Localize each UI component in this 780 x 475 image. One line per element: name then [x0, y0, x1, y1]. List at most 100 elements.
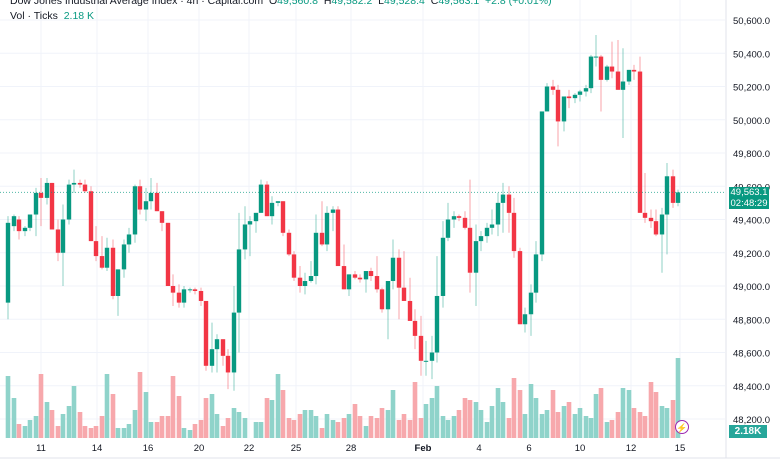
volume-bar: [159, 416, 165, 438]
volume-bar: [484, 422, 490, 438]
candle: [620, 48, 626, 139]
candle: [615, 39, 621, 90]
time-axis-label: 14: [92, 443, 103, 454]
candle: [379, 287, 385, 313]
candle: [44, 177, 50, 205]
volume-bar: [550, 390, 556, 438]
candle: [319, 201, 325, 247]
candle: [324, 206, 330, 252]
time-axis-label: 25: [291, 443, 302, 454]
candle: [159, 211, 165, 232]
candle: [236, 212, 242, 353]
candle: [670, 169, 676, 208]
candle: [148, 177, 154, 210]
time-axis-label: 4: [476, 443, 481, 454]
volume-indicator-label[interactable]: Vol · Ticks: [10, 10, 58, 22]
volume-bar: [489, 406, 495, 438]
candle: [566, 89, 572, 109]
volume-bar: [280, 390, 286, 438]
volume-bar: [137, 372, 143, 438]
volume-bar: [313, 416, 319, 438]
volume-bar: [659, 406, 665, 438]
volume-bar: [637, 412, 643, 438]
candle: [489, 209, 495, 235]
volume-bar: [5, 376, 11, 438]
volume-bar: [533, 398, 539, 438]
candle: [66, 179, 72, 225]
candle: [642, 172, 648, 223]
candle: [407, 277, 413, 321]
candle: [275, 201, 281, 207]
symbol-title[interactable]: Dow Jones Industrial Average Index · 4h …: [10, 0, 264, 7]
candle: [82, 179, 88, 193]
volume-bar: [407, 420, 413, 438]
bar-countdown: 02:48:29: [730, 197, 768, 209]
volume-bar: [143, 392, 149, 438]
candle: [440, 221, 446, 308]
candle: [126, 227, 132, 253]
candle: [231, 286, 237, 391]
price-axis-label: 50,000.0: [733, 116, 770, 127]
volume-bar: [456, 410, 462, 438]
volume-bar: [664, 408, 670, 438]
lightning-icon[interactable]: ⚡: [675, 420, 689, 434]
volume-bar: [495, 388, 501, 438]
candle: [637, 56, 643, 213]
volume-bar: [38, 374, 44, 438]
candle: [572, 93, 578, 104]
volume-bar: [132, 410, 138, 438]
volume-bar: [335, 422, 341, 438]
volume-bar: [604, 422, 610, 438]
candle: [561, 96, 567, 132]
candle: [27, 214, 33, 232]
candle: [264, 181, 270, 217]
volume-bar: [121, 428, 127, 438]
candle: [539, 111, 545, 262]
candle: [115, 269, 121, 316]
volume-bar: [324, 414, 330, 438]
candle: [308, 261, 314, 283]
candle: [88, 186, 94, 242]
candle: [357, 274, 363, 283]
candle: [456, 214, 462, 222]
volume-bar: [423, 404, 429, 438]
volume-bar: [517, 390, 523, 438]
time-axis-label: 20: [194, 443, 205, 454]
volume-bar: [620, 388, 626, 438]
candle: [401, 251, 407, 301]
volume-bar: [341, 418, 347, 438]
volume-bar: [379, 408, 385, 438]
volume-bar: [418, 418, 424, 438]
candle: [462, 211, 468, 230]
candle: [286, 229, 292, 257]
volume-bar: [511, 378, 517, 438]
volume-bar: [170, 376, 176, 438]
candle: [588, 54, 594, 94]
volume-bar: [60, 414, 66, 438]
candle: [445, 202, 451, 242]
candle: [368, 267, 374, 282]
price-axis-label: 50,200.0: [733, 83, 770, 94]
volume-bar: [220, 426, 226, 438]
candle: [110, 239, 116, 300]
volume-bar: [593, 394, 599, 438]
candle: [192, 287, 198, 295]
candle: [374, 256, 380, 293]
volume-bar: [462, 398, 468, 438]
price-axis-label: 48,400.0: [733, 382, 770, 393]
open-value: 49,560.8: [277, 0, 318, 7]
time-axis-label: 10: [575, 443, 586, 454]
candle: [423, 340, 429, 376]
candle: [363, 271, 369, 293]
price-axis-label: 49,200.0: [733, 249, 770, 260]
close-value: 49,563.1: [438, 0, 480, 7]
candle: [467, 179, 473, 293]
candle: [418, 315, 424, 376]
candle: [429, 335, 435, 380]
candle: [16, 216, 22, 240]
candle: [38, 177, 44, 227]
candle: [478, 231, 484, 252]
volume-bar: [434, 386, 440, 438]
